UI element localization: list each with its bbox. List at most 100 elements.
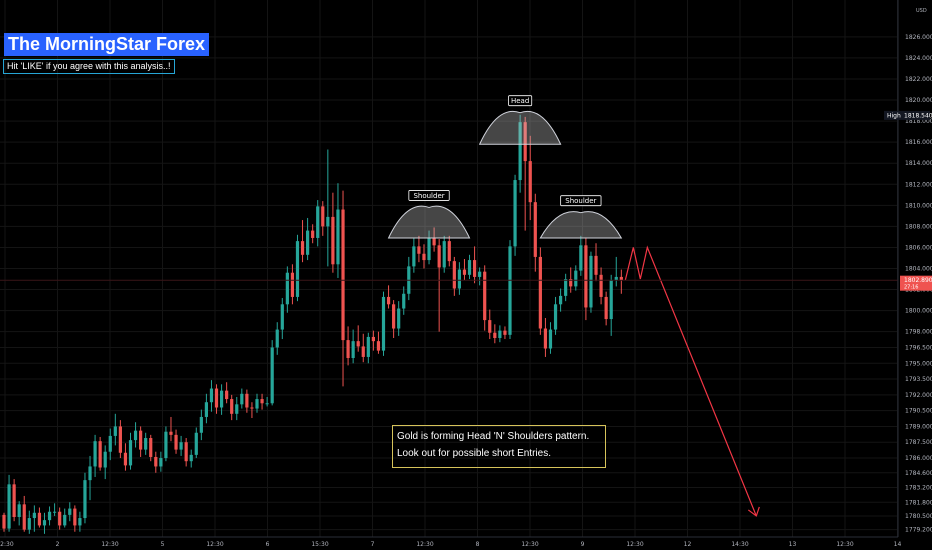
candle bbox=[422, 244, 426, 269]
candle-body bbox=[27, 518, 31, 530]
candle-body bbox=[397, 308, 401, 329]
candle bbox=[270, 340, 274, 406]
candle bbox=[37, 507, 42, 528]
candle-body bbox=[275, 329, 279, 348]
candle bbox=[361, 333, 365, 363]
candle bbox=[184, 438, 188, 467]
candle bbox=[447, 235, 451, 267]
candle-body bbox=[159, 458, 163, 467]
candle bbox=[381, 291, 386, 356]
candle bbox=[579, 235, 583, 276]
candle bbox=[523, 116, 527, 231]
candle bbox=[83, 472, 87, 524]
candle bbox=[139, 426, 143, 457]
price-axis[interactable]: USD 1779.200 1780.500 1781.800 1783.200 1784… bbox=[897, 0, 932, 550]
time-tick-label: 12:30 bbox=[101, 541, 118, 548]
candle-body bbox=[22, 504, 26, 530]
candle-body bbox=[538, 256, 542, 329]
candle-body bbox=[316, 206, 320, 238]
candle bbox=[311, 224, 315, 244]
candle-body bbox=[371, 336, 375, 342]
candle bbox=[174, 429, 178, 454]
candle bbox=[564, 273, 568, 302]
candle-body bbox=[189, 454, 193, 462]
candle bbox=[412, 237, 416, 273]
candle bbox=[118, 420, 122, 459]
projection-path bbox=[624, 245, 760, 517]
candle bbox=[12, 479, 16, 522]
candle-body bbox=[503, 330, 507, 335]
price-tick-label: 1781.800 bbox=[905, 499, 932, 506]
candle bbox=[154, 451, 158, 473]
candle-body bbox=[103, 451, 107, 468]
candle-body bbox=[128, 440, 133, 466]
candle bbox=[78, 511, 82, 532]
price-tick-label: 1826.000 bbox=[905, 34, 932, 41]
candle bbox=[300, 220, 305, 263]
candle bbox=[280, 297, 284, 340]
projection-line bbox=[624, 245, 757, 517]
candle-body bbox=[386, 296, 391, 305]
candle-body bbox=[300, 241, 305, 255]
candle bbox=[407, 256, 411, 301]
time-axis[interactable]: 12:30 2 12:30 5 12:30 6 15:30 7 12:30 8 12:30 9 12:3… bbox=[0, 536, 901, 548]
candle-body bbox=[260, 399, 264, 404]
pattern-label-box bbox=[508, 95, 533, 107]
candle bbox=[179, 435, 183, 456]
candle bbox=[240, 388, 244, 409]
candle bbox=[326, 149, 330, 267]
candle-body bbox=[331, 216, 335, 265]
candle bbox=[199, 409, 203, 441]
candle-body bbox=[214, 388, 219, 408]
candle bbox=[275, 322, 279, 355]
candle bbox=[462, 259, 467, 281]
candle-body bbox=[295, 241, 300, 297]
candle bbox=[417, 235, 421, 263]
price-tick-label: 1810.000 bbox=[905, 202, 932, 209]
candle bbox=[619, 269, 623, 294]
candle bbox=[133, 422, 138, 448]
candle-body bbox=[174, 434, 178, 450]
candle bbox=[538, 247, 542, 335]
candle-body bbox=[584, 245, 588, 308]
price-tick-label: 1800.000 bbox=[905, 308, 932, 315]
candle-body bbox=[402, 293, 406, 309]
candle bbox=[614, 256, 618, 287]
price-tick-label: 1784.600 bbox=[905, 470, 932, 477]
candle-body bbox=[12, 484, 16, 517]
candle-body bbox=[63, 514, 67, 526]
candle bbox=[543, 317, 548, 357]
candle bbox=[250, 402, 254, 419]
candle bbox=[437, 239, 441, 332]
candle bbox=[594, 243, 598, 282]
candle-body bbox=[493, 332, 497, 338]
candle bbox=[483, 265, 487, 331]
candle-body bbox=[508, 246, 512, 335]
candle bbox=[149, 434, 153, 462]
time-tick-label: 12:30 bbox=[206, 541, 223, 548]
candle bbox=[442, 235, 446, 273]
candle bbox=[7, 474, 11, 532]
candle-body bbox=[169, 431, 173, 435]
candle bbox=[386, 285, 391, 309]
candle-body bbox=[108, 435, 112, 452]
candle bbox=[169, 416, 173, 442]
candle-body bbox=[58, 511, 62, 526]
candle-body bbox=[280, 304, 284, 330]
high-marker-value: 1818.540 bbox=[904, 112, 932, 119]
candle-body bbox=[513, 180, 517, 247]
candle bbox=[255, 393, 259, 413]
candle bbox=[27, 510, 31, 534]
candle bbox=[574, 265, 578, 291]
candle-body bbox=[123, 452, 128, 466]
candle bbox=[346, 326, 350, 366]
candle bbox=[98, 436, 102, 471]
candle bbox=[402, 286, 406, 315]
price-tick-label: 1814.000 bbox=[905, 160, 932, 167]
candle-body bbox=[164, 431, 168, 459]
brand-subtitle: Hit 'LIKE' if you agree with this analys… bbox=[3, 59, 175, 74]
candle bbox=[609, 274, 613, 336]
candle bbox=[260, 393, 264, 410]
